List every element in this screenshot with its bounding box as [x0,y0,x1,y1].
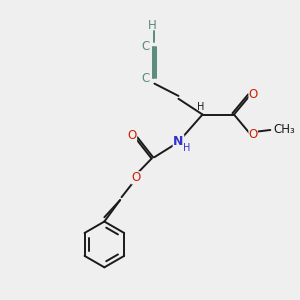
Text: O: O [248,128,258,141]
Text: O: O [131,171,140,184]
Text: C: C [141,72,149,85]
Text: CH₃: CH₃ [273,124,295,136]
Text: H: H [148,19,157,32]
Text: H: H [183,143,190,153]
Text: N: N [173,135,184,148]
Text: O: O [128,129,137,142]
Text: O: O [248,88,258,101]
Text: H: H [197,101,205,112]
Text: C: C [141,40,149,53]
